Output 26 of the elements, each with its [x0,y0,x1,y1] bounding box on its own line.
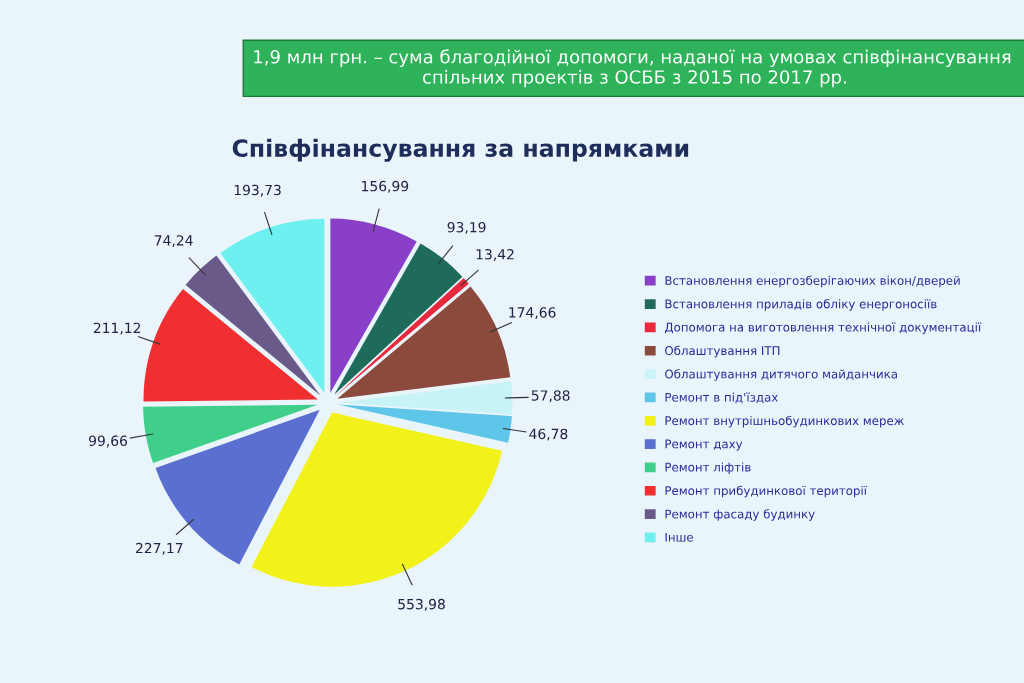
data-label: 93,19 [447,221,486,234]
legend-label: Облаштування ІТП [665,345,780,358]
legend-label: Ремонт фасаду будинку [665,509,815,521]
legend-label: Ремонт в під'їздах [665,392,778,404]
data-label: 174,66 [509,307,556,320]
data-label: 46,78 [529,428,568,441]
legend-label: Ремонт ліфтів [665,462,751,474]
legend-label: Ремонт внутрішньобудинкових мереж [665,415,904,428]
legend-label: Інше [665,532,694,542]
chart-title: 1,9 млн грн. – сума благодійної допомоги, наданої на умовах співфінансування спільних проектів з ОСББ з 2015 по 2017 рр. [254,49,1011,88]
data-label: 74,24 [154,235,193,248]
legend-label: Допомога на виготовлення технічної документації [664,322,982,334]
legend-label: Встановлення приладів обліку енергоносіїв [665,299,937,311]
chart-subtitle: Співфінансування за напрямками [232,138,689,162]
legend-label: Ремонт даху [665,439,743,451]
legend-label: Облаштування дитячого майданчика [665,369,897,381]
data-label: 553,98 [398,598,445,611]
data-label: 99,66 [89,435,128,448]
data-label: 13,42 [476,248,514,261]
data-label: 57,88 [531,390,570,403]
legend-label: Ремонт прибудинкової території [665,485,868,498]
data-label: 227,17 [136,542,183,555]
data-label: 211,12 [93,322,141,335]
data-label: 156,99 [362,180,409,193]
data-label: 193,73 [234,184,281,197]
legend-label: Встановлення енергозберігаючих вікон/дверей [665,275,960,288]
